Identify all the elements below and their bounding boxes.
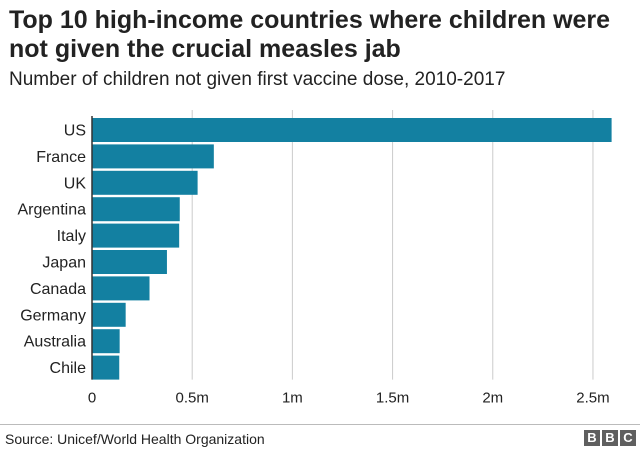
bar [92,329,120,354]
category-label: Japan [42,255,86,272]
bbc-logo: B B C [584,430,636,446]
bar [92,223,180,248]
category-label: Germany [20,307,86,324]
category-label: Canada [30,281,86,298]
x-tick-label: 0.5m [176,390,209,407]
chart-subtitle: Number of children not given first vacci… [9,69,506,90]
bar [92,276,150,301]
category-label: UK [64,175,87,192]
category-label: Italy [57,228,86,245]
category-label: US [64,123,86,140]
bar [92,118,612,142]
category-label: Argentina [18,202,87,219]
category-label: France [36,149,86,166]
bar [92,302,126,327]
bbc-logo-block-3: C [620,430,636,446]
x-tick-label: 1m [282,390,303,407]
category-label: Chile [50,360,87,377]
footer-divider [0,424,640,425]
x-tick-label: 0 [88,390,96,407]
bar [92,170,198,195]
bbc-logo-block-1: B [584,430,600,446]
chart-title: Top 10 high-income countries where child… [9,6,611,63]
bar [92,250,167,274]
bar [92,355,120,380]
bar [92,197,180,222]
x-tick-label: 1.5m [376,390,409,407]
x-tick-label: 2m [482,390,503,407]
source-note: Source: Unicef/World Health Organization [5,431,265,447]
bar-chart: 0 0.5m 1m 1.5m 2m 2.5m US France UK Argentina Ital… [18,110,612,407]
bar [92,144,214,169]
bbc-logo-block-2: B [602,430,618,446]
category-label: Australia [24,334,86,351]
x-tick-label: 2.5m [576,390,609,407]
